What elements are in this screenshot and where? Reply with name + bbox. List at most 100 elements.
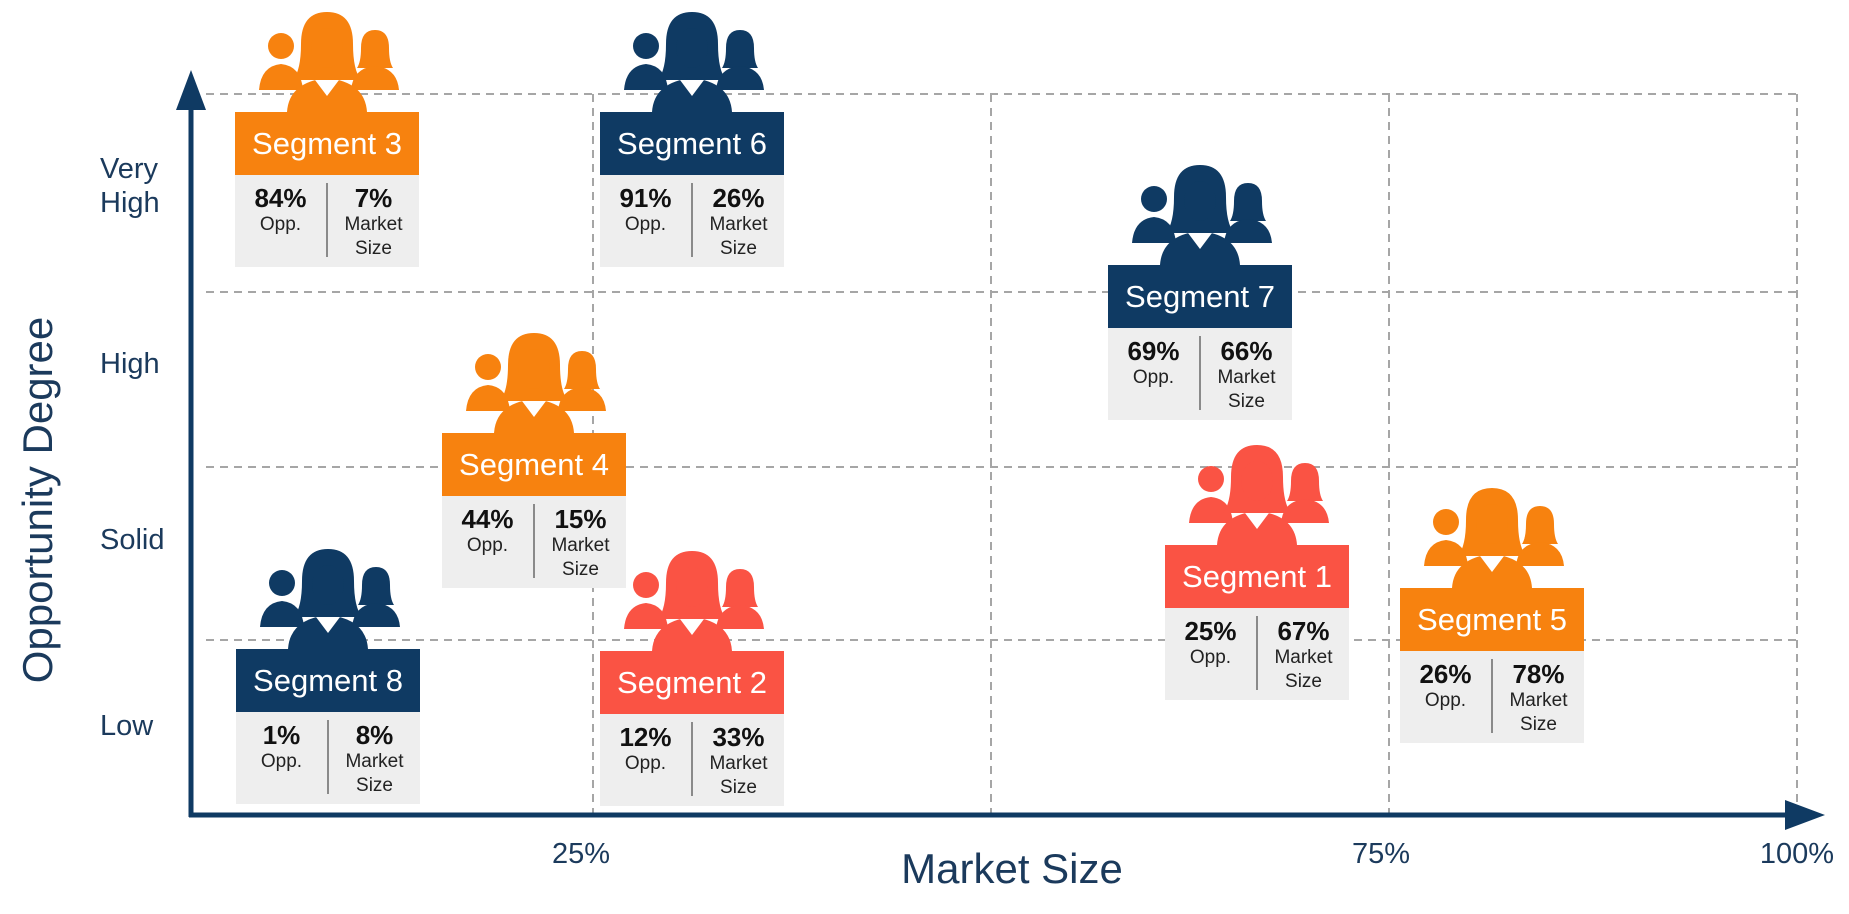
- opp-value: 12%: [619, 722, 672, 752]
- opp-cell: 69% Opp.: [1108, 336, 1201, 410]
- market-size-label: Size: [720, 238, 757, 259]
- segment-card: Segment 2 12% Opp. 33% Market Size: [600, 547, 784, 806]
- segment-stats: 1% Opp. 8% Market Size: [236, 712, 420, 804]
- x-axis-arrow: [1785, 800, 1825, 830]
- opp-value: 1%: [262, 720, 301, 750]
- market-size-label: Market: [1217, 367, 1276, 388]
- opp-value: 25%: [1184, 616, 1237, 646]
- segment-stats: 84% Opp. 7% Market Size: [235, 175, 419, 267]
- market-size-label: Size: [562, 559, 599, 580]
- x-tick-100: 100%: [1759, 838, 1835, 870]
- market-size-label: Size: [356, 775, 393, 796]
- people-group-icon: [624, 12, 764, 112]
- market-size-value: 7%: [354, 183, 393, 213]
- market-size-label: Market: [345, 751, 404, 772]
- segment-title: Segment 5: [1400, 588, 1584, 651]
- market-size-value: 8%: [355, 720, 394, 750]
- opp-value: 69%: [1127, 336, 1180, 366]
- opp-value: 91%: [619, 183, 672, 213]
- y-axis-title: Opportunity Degree: [14, 316, 61, 684]
- opp-cell: 91% Opp.: [600, 183, 693, 257]
- market-size-label: Size: [1228, 391, 1265, 412]
- opp-value: 44%: [461, 504, 514, 534]
- people-group-icon: [260, 549, 400, 649]
- market-size-cell: 33% Market Size: [693, 714, 784, 806]
- x-tick-25: 25%: [551, 838, 611, 870]
- segment-card: Segment 8 1% Opp. 8% Market Size: [236, 545, 420, 804]
- market-size-label: Market: [1509, 690, 1568, 711]
- market-size-label: Market: [1274, 647, 1333, 668]
- market-size-label: Market: [709, 214, 768, 235]
- opp-label: Opp.: [1189, 647, 1232, 668]
- market-size-label: Size: [1285, 671, 1322, 692]
- market-size-value: 78%: [1512, 659, 1565, 689]
- people-group-icon: [624, 551, 764, 651]
- segment-title: Segment 6: [600, 112, 784, 175]
- segment-stats: 12% Opp. 33% Market Size: [600, 714, 784, 806]
- opp-label: Opp.: [624, 753, 667, 774]
- segment-title: Segment 4: [442, 433, 626, 496]
- opp-label: Opp.: [1132, 367, 1175, 388]
- y-axis-arrow: [176, 70, 206, 110]
- segment-card: Segment 1 25% Opp. 67% Market Size: [1165, 441, 1349, 700]
- opp-label: Opp.: [1424, 690, 1467, 711]
- y-level-high: High: [100, 348, 160, 380]
- market-size-value: 33%: [712, 722, 765, 752]
- segment-card: Segment 6 91% Opp. 26% Market Size: [600, 8, 784, 267]
- segment-title: Segment 1: [1165, 545, 1349, 608]
- opp-value: 26%: [1419, 659, 1472, 689]
- segment-stats: 69% Opp. 66% Market Size: [1108, 328, 1292, 420]
- segment-card: Segment 7 69% Opp. 66% Market Size: [1108, 161, 1292, 420]
- segment-card: Segment 3 84% Opp. 7% Market Size: [235, 8, 419, 267]
- market-size-cell: 7% Market Size: [328, 175, 419, 267]
- segment-card: Segment 4 44% Opp. 15% Market Size: [442, 329, 626, 588]
- market-size-label: Market: [344, 214, 403, 235]
- opp-cell: 25% Opp.: [1165, 616, 1258, 690]
- people-group-icon: [259, 12, 399, 112]
- market-size-value: 66%: [1220, 336, 1273, 366]
- opp-value: 84%: [254, 183, 307, 213]
- market-size-label: Market: [551, 535, 610, 556]
- opp-label: Opp.: [624, 214, 667, 235]
- people-group-icon: [1424, 488, 1564, 588]
- y-level-very-high: Very High: [100, 153, 160, 219]
- x-axis-title: Market Size: [901, 845, 1123, 892]
- opp-cell: 26% Opp.: [1400, 659, 1493, 733]
- market-size-cell: 26% Market Size: [693, 175, 784, 267]
- segment-stats: 91% Opp. 26% Market Size: [600, 175, 784, 267]
- x-tick-75: 75%: [1351, 838, 1411, 870]
- opp-cell: 84% Opp.: [235, 183, 328, 257]
- market-size-cell: 67% Market Size: [1258, 608, 1349, 700]
- segment-title: Segment 3: [235, 112, 419, 175]
- segment-title: Segment 2: [600, 651, 784, 714]
- opp-label: Opp.: [259, 214, 302, 235]
- market-size-value: 67%: [1277, 616, 1330, 646]
- market-size-cell: 8% Market Size: [329, 712, 420, 804]
- opp-cell: 12% Opp.: [600, 722, 693, 796]
- segment-title: Segment 7: [1108, 265, 1292, 328]
- opp-label: Opp.: [260, 751, 303, 772]
- people-group-icon: [1132, 165, 1272, 265]
- market-size-label: Size: [720, 777, 757, 798]
- market-size-cell: 66% Market Size: [1201, 328, 1292, 420]
- opp-cell: 1% Opp.: [236, 720, 329, 794]
- segment-stats: 44% Opp. 15% Market Size: [442, 496, 626, 588]
- market-size-cell: 15% Market Size: [535, 496, 626, 588]
- people-group-icon: [1189, 445, 1329, 545]
- market-size-cell: 78% Market Size: [1493, 651, 1584, 743]
- market-size-value: 26%: [712, 183, 765, 213]
- segment-card: Segment 5 26% Opp. 78% Market Size: [1400, 484, 1584, 743]
- market-size-value: 15%: [554, 504, 607, 534]
- segment-stats: 25% Opp. 67% Market Size: [1165, 608, 1349, 700]
- opp-cell: 44% Opp.: [442, 504, 535, 578]
- market-size-label: Market: [709, 753, 768, 774]
- market-size-label: Size: [355, 238, 392, 259]
- segment-stats: 26% Opp. 78% Market Size: [1400, 651, 1584, 743]
- y-level-low: Low: [100, 710, 154, 742]
- y-level-solid: Solid: [100, 524, 165, 556]
- opp-label: Opp.: [466, 535, 509, 556]
- market-size-label: Size: [1520, 714, 1557, 735]
- axes: [176, 70, 1825, 830]
- people-group-icon: [466, 333, 606, 433]
